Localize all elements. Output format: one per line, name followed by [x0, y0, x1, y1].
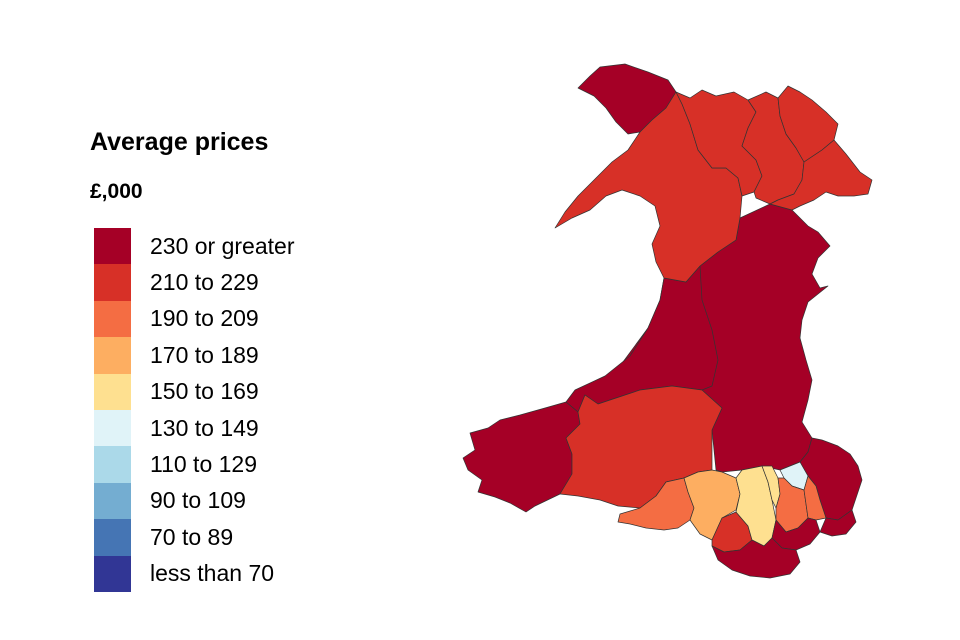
area-pembrokeshire[interactable]	[462, 401, 581, 513]
legend-swatch	[94, 228, 131, 265]
legend-label: 110 to 129	[150, 451, 258, 478]
area-vale-of-glamorgan[interactable]	[711, 537, 801, 579]
legend-swatch	[94, 555, 131, 592]
legend-item: 230 or greater	[94, 228, 295, 265]
legend-swatch	[94, 519, 131, 556]
legend-swatch	[94, 337, 131, 374]
legend-label: 70 to 89	[150, 523, 234, 550]
legend-label: less than 70	[150, 560, 275, 587]
legend-swatch	[94, 482, 131, 520]
legend-label: 90 to 109	[150, 487, 246, 514]
legend-item: 70 to 89	[94, 519, 294, 556]
legend-swatch	[94, 409, 131, 447]
area-swansea[interactable]	[617, 477, 695, 531]
area-torfaen[interactable]	[803, 475, 827, 521]
legend-item: 90 to 109	[94, 482, 294, 520]
legend-item: 170 to 189	[94, 337, 294, 374]
legend-swatch	[94, 446, 131, 483]
legend-label: 170 to 189	[150, 341, 259, 368]
legend-item: 150 to 169	[94, 373, 294, 410]
legend-swatch	[94, 300, 131, 338]
legend-swatch	[94, 264, 131, 301]
legend-label: 190 to 209	[150, 305, 259, 332]
legend-unit: £,000	[90, 180, 143, 203]
legend-label: 210 to 229	[150, 269, 259, 296]
area-wrexham[interactable]	[769, 139, 873, 211]
area-neath-port-talbot[interactable]	[683, 469, 741, 541]
area-newport[interactable]	[819, 509, 857, 537]
legend-item: less than 70	[94, 555, 294, 592]
legend-label: 230 or greater	[150, 232, 295, 259]
legend-item: 130 to 149	[94, 409, 294, 447]
legend-item: 190 to 209	[94, 300, 294, 338]
legend: 230 or greater 210 to 229 190 to 209 170…	[94, 228, 294, 592]
legend-title: Average prices	[90, 128, 269, 156]
legend-label: 130 to 149	[150, 414, 259, 441]
legend-label: 150 to 169	[150, 378, 259, 405]
legend-swatch	[94, 373, 131, 410]
legend-item: 110 to 129	[94, 446, 294, 483]
legend-item: 210 to 229	[94, 264, 294, 301]
